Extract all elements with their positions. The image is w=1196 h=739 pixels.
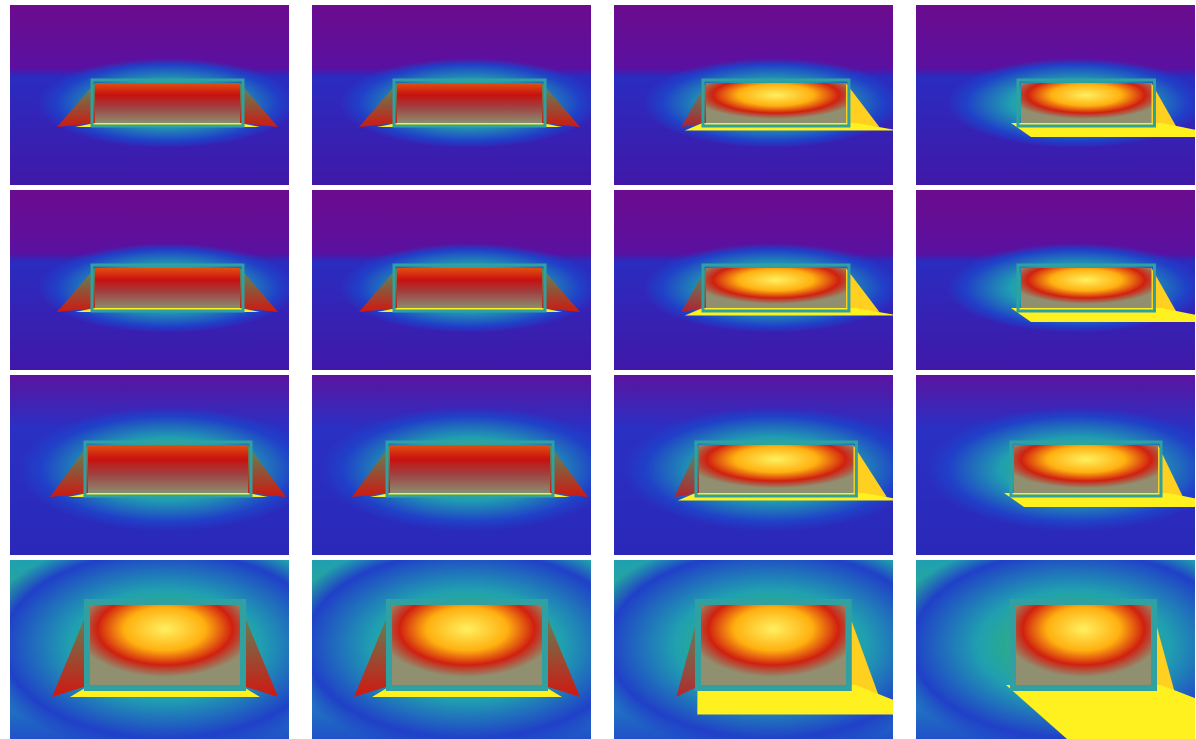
right-wall xyxy=(550,445,588,497)
panel xyxy=(614,5,893,185)
panel xyxy=(312,5,591,185)
panel xyxy=(10,5,289,185)
left-wall xyxy=(57,83,95,127)
back-wall xyxy=(706,268,846,308)
window-frame xyxy=(701,78,851,128)
panel xyxy=(10,190,289,370)
back-wall xyxy=(397,83,542,123)
left-wall xyxy=(681,83,706,127)
panel xyxy=(10,560,289,739)
back-wall xyxy=(1021,268,1152,308)
window-frame xyxy=(1016,263,1156,313)
left-wall xyxy=(352,445,390,497)
window-frame xyxy=(694,440,858,498)
back-wall xyxy=(390,445,550,493)
right-wall xyxy=(542,268,580,312)
panel xyxy=(10,375,289,555)
right-wall xyxy=(1158,445,1183,497)
back-wall xyxy=(397,268,542,308)
left-wall xyxy=(52,605,90,697)
window-frame xyxy=(90,78,245,128)
floor xyxy=(697,685,893,715)
left-wall xyxy=(681,268,706,312)
window-frame xyxy=(695,599,852,691)
left-wall xyxy=(359,83,397,127)
back-wall xyxy=(1016,605,1151,685)
right-wall xyxy=(542,605,580,697)
left-wall xyxy=(354,605,392,697)
right-wall xyxy=(248,445,286,497)
panel xyxy=(916,5,1195,185)
window-frame xyxy=(386,599,548,691)
panel xyxy=(614,190,893,370)
left-wall xyxy=(674,445,699,497)
back-wall xyxy=(88,445,248,493)
right-wall xyxy=(1151,83,1177,127)
window-frame xyxy=(90,263,245,313)
window-frame xyxy=(392,78,547,128)
right-wall xyxy=(240,268,278,312)
back-wall xyxy=(95,83,240,123)
panel xyxy=(614,560,893,739)
left-wall xyxy=(57,268,95,312)
right-wall xyxy=(1151,605,1176,697)
back-wall xyxy=(392,605,542,685)
back-wall xyxy=(1014,445,1158,493)
left-wall xyxy=(50,445,88,497)
window-frame xyxy=(1016,78,1156,128)
right-wall xyxy=(240,605,278,697)
right-wall xyxy=(542,83,580,127)
back-wall xyxy=(90,605,240,685)
right-wall xyxy=(845,605,880,697)
panel xyxy=(916,560,1195,739)
window-frame xyxy=(83,440,253,498)
window-frame xyxy=(1010,599,1157,691)
back-wall xyxy=(699,445,854,493)
back-wall xyxy=(95,268,240,308)
right-wall xyxy=(240,83,278,127)
panel xyxy=(312,375,591,555)
window-frame xyxy=(84,599,246,691)
right-wall xyxy=(853,445,887,497)
panel xyxy=(312,190,591,370)
window-frame xyxy=(392,263,547,313)
window-frame xyxy=(701,263,851,313)
floor xyxy=(1006,685,1195,739)
window-frame xyxy=(385,440,555,498)
back-wall xyxy=(701,605,846,685)
panel xyxy=(312,560,591,739)
left-wall xyxy=(676,605,701,697)
right-wall xyxy=(1151,268,1177,312)
back-wall xyxy=(706,83,846,123)
panel xyxy=(614,375,893,555)
panel xyxy=(916,190,1195,370)
left-wall xyxy=(359,268,397,312)
back-wall xyxy=(1021,83,1152,123)
window-frame xyxy=(1009,440,1163,498)
panel xyxy=(916,375,1195,555)
